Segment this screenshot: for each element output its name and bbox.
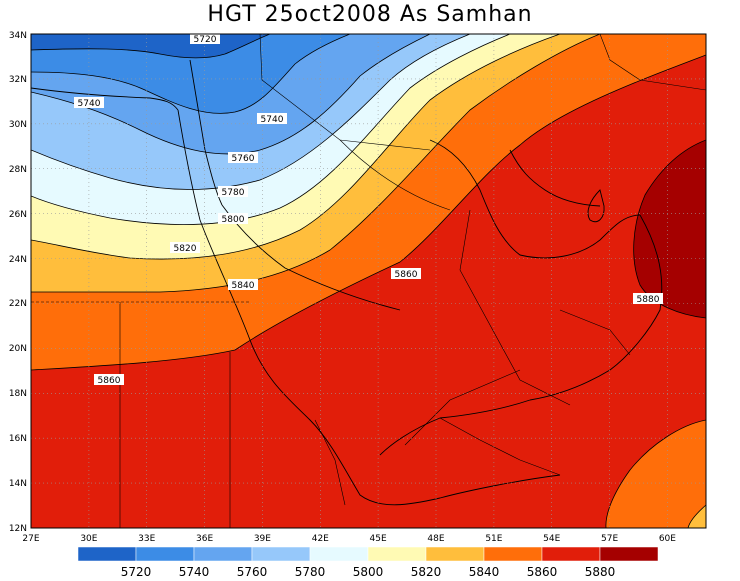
lon-tick: 36E <box>196 534 213 544</box>
lat-tick: 34N <box>9 31 27 41</box>
colorbar-label: 5800 <box>353 565 384 579</box>
colorbar-label: 5740 <box>179 565 210 579</box>
contour-label-text: 5720 <box>194 35 217 45</box>
colorbar-swatch <box>309 546 369 562</box>
lat-tick: 18N <box>9 389 27 399</box>
lon-tick: 51E <box>485 534 502 544</box>
lon-tick: 42E <box>312 534 329 544</box>
colorbar-label: 5880 <box>585 565 616 579</box>
map-title: HGT 25oct2008 As Samhan <box>207 2 533 27</box>
band-5720 <box>31 34 350 114</box>
colorbar-label: 5760 <box>237 565 268 579</box>
contour-label-text: 5780 <box>222 188 245 198</box>
contour-label-5760: 5760 <box>228 152 258 164</box>
lon-tick: 54E <box>543 534 560 544</box>
colorbar-label: 5860 <box>527 565 558 579</box>
contour-label-5740-west: 5740 <box>74 97 104 109</box>
contour-label-5800: 5800 <box>218 213 248 225</box>
colorbar-labels: 5720 5740 5760 5780 5800 5820 5840 5860 … <box>121 565 616 579</box>
colorbar-swatch <box>367 546 427 562</box>
colorbar-swatch <box>77 546 137 562</box>
lat-tick: 28N <box>9 165 27 175</box>
contour-label-text: 5740 <box>78 99 101 109</box>
contour-label-text: 5880 <box>637 295 660 305</box>
contour-label-text: 5860 <box>98 376 121 386</box>
colorbar-label: 5720 <box>121 565 152 579</box>
contour-label-text: 5800 <box>222 215 245 225</box>
contour-label-5840: 5840 <box>228 279 258 291</box>
lat-tick: 22N <box>9 299 27 309</box>
lat-tick: 32N <box>9 75 27 85</box>
lat-tick: 14N <box>9 479 27 489</box>
filled-contours <box>31 34 706 528</box>
lon-tick: 27E <box>22 534 39 544</box>
lat-axis: 12N 14N 16N 18N 20N 22N 24N 26N 28N 30N … <box>9 31 27 534</box>
colorbar-swatch <box>193 546 253 562</box>
graticule <box>31 34 706 528</box>
colorbar-label: 5820 <box>411 565 442 579</box>
contour-label-text: 5740 <box>261 115 284 125</box>
lon-tick: 45E <box>370 534 387 544</box>
contour-label-5880: 5880 <box>633 293 663 305</box>
band-5880 <box>633 140 706 318</box>
colorbar <box>77 546 659 562</box>
contour-label-text: 5820 <box>174 244 197 254</box>
colorbar-swatch <box>425 546 485 562</box>
contour-label-5780: 5780 <box>218 186 248 198</box>
contour-label-text: 5860 <box>395 270 418 280</box>
colorbar-label: 5840 <box>469 565 500 579</box>
contour-label-5820: 5820 <box>170 242 200 254</box>
contour-label-text: 5840 <box>232 281 255 291</box>
colorbar-swatch <box>599 546 659 562</box>
lat-tick: 20N <box>9 344 27 354</box>
colorbar-swatch <box>251 546 311 562</box>
colorbar-swatch <box>483 546 543 562</box>
map-frame <box>30 33 707 529</box>
colorbar-label: 5780 <box>295 565 326 579</box>
band-se-5860 <box>605 420 706 528</box>
lat-tick: 30N <box>9 120 27 130</box>
colorbar-swatch <box>135 546 195 562</box>
contour-label-5860-west: 5860 <box>94 374 124 386</box>
contour-labels: 5720 5740 5740 5760 5780 5800 5820 5840 … <box>74 33 663 386</box>
lon-tick: 39E <box>254 534 271 544</box>
colorbar-swatch <box>541 546 601 562</box>
contour-label-text: 5760 <box>232 154 255 164</box>
lat-tick: 16N <box>9 434 27 444</box>
borders <box>31 34 706 528</box>
contour-label-5860-east: 5860 <box>391 268 421 280</box>
lon-tick: 30E <box>80 534 97 544</box>
lon-tick: 48E <box>427 534 444 544</box>
band-se-5840 <box>688 505 706 528</box>
lon-tick: 60E <box>659 534 676 544</box>
lon-axis: 27E 30E 33E 36E 39E 42E 45E 48E 51E 54E … <box>22 534 676 544</box>
lat-tick: 26N <box>9 210 27 220</box>
contour-label-5720: 5720 <box>190 33 220 45</box>
lon-tick: 57E <box>601 534 618 544</box>
coastlines <box>31 59 663 506</box>
contour-label-5740-east: 5740 <box>257 113 287 125</box>
lat-tick: 12N <box>9 524 27 534</box>
lon-tick: 33E <box>138 534 155 544</box>
lat-tick: 24N <box>9 255 27 265</box>
